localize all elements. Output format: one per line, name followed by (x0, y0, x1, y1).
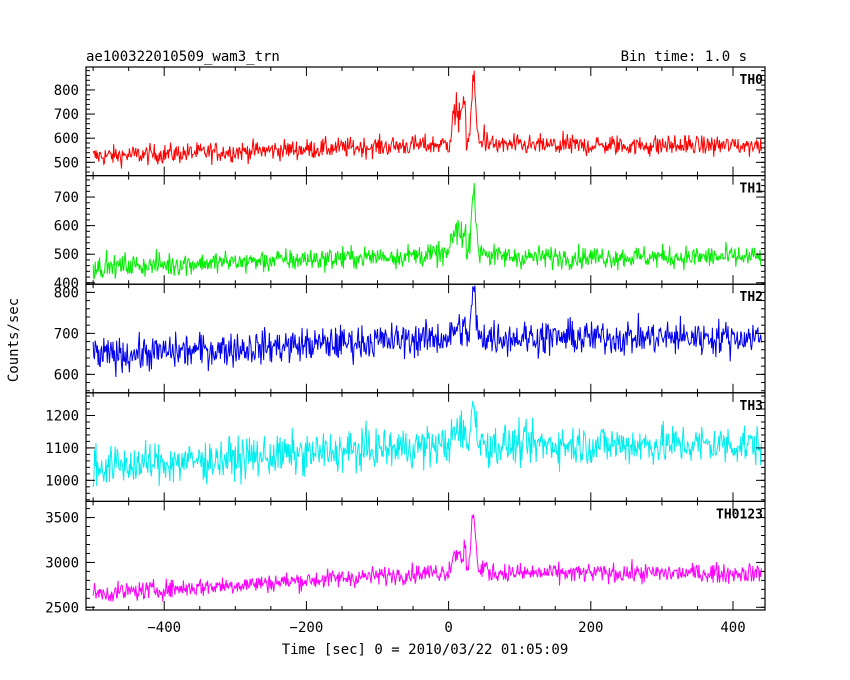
chart-title: ae100322010509_wam3_trn (86, 49, 280, 65)
panels-group: TH0 500 600 700 800 TH1 400 500 600 700 TH2 600 700 8… (45, 66, 766, 636)
y-tick-label: 700 (54, 326, 79, 342)
series-line-th1 (92, 183, 762, 280)
panel-frame (85, 66, 766, 177)
panel-label: TH0 (740, 73, 764, 88)
y-tick-label: 1100 (45, 441, 79, 457)
panel-th2: TH2 600 700 800 (54, 283, 766, 394)
y-tick-label: 3500 (45, 511, 79, 527)
y-tick-label: 700 (54, 107, 79, 123)
y-tick-label: 3000 (45, 555, 79, 571)
y-tick-label: 500 (54, 247, 79, 263)
panel-th1: TH1 400 500 600 700 (54, 175, 766, 292)
panel-th0: TH0 500 600 700 800 (54, 66, 766, 177)
y-tick-label: 500 (54, 155, 79, 171)
y-tick-label: 1000 (45, 473, 79, 489)
series-line-th0 (92, 70, 762, 169)
x-tick-label: 0 (444, 620, 452, 636)
panel-label: TH1 (740, 182, 764, 197)
y-tick-label: 600 (54, 131, 79, 147)
series-line-th2 (92, 285, 762, 378)
panel-th0123: TH0123 2500 3000 3500 (45, 500, 766, 616)
panel-th3: TH3 1000 1100 1200 (45, 392, 766, 502)
x-tick-label: −400 (147, 620, 181, 636)
y-tick-label: 600 (54, 219, 79, 235)
y-tick-label: 2500 (45, 600, 79, 616)
y-tick-label: 800 (54, 285, 79, 301)
series-line-th3 (92, 400, 762, 488)
x-axis-label: Time [sec] 0 = 2010/03/22 01:05:09 (282, 642, 569, 658)
series-line-th0123 (92, 514, 762, 602)
panel-label: TH0123 (716, 507, 763, 522)
x-tick-label: −200 (290, 620, 324, 636)
panel-frame (85, 175, 766, 285)
panel-label: TH3 (740, 399, 763, 414)
x-tick-label: 400 (720, 620, 745, 636)
y-tick-label: 400 (54, 276, 79, 292)
y-tick-label: 600 (54, 367, 79, 383)
y-tick-label: 700 (54, 190, 79, 206)
panel-label: TH2 (740, 290, 763, 305)
panel-frame (85, 500, 766, 611)
y-axis-label: Counts/sec (6, 298, 22, 382)
x-tick-label: 200 (578, 620, 603, 636)
y-tick-label: 800 (54, 83, 79, 99)
y-tick-label: 1200 (45, 408, 79, 424)
bin-time-label: Bin time: 1.0 s (621, 49, 747, 65)
